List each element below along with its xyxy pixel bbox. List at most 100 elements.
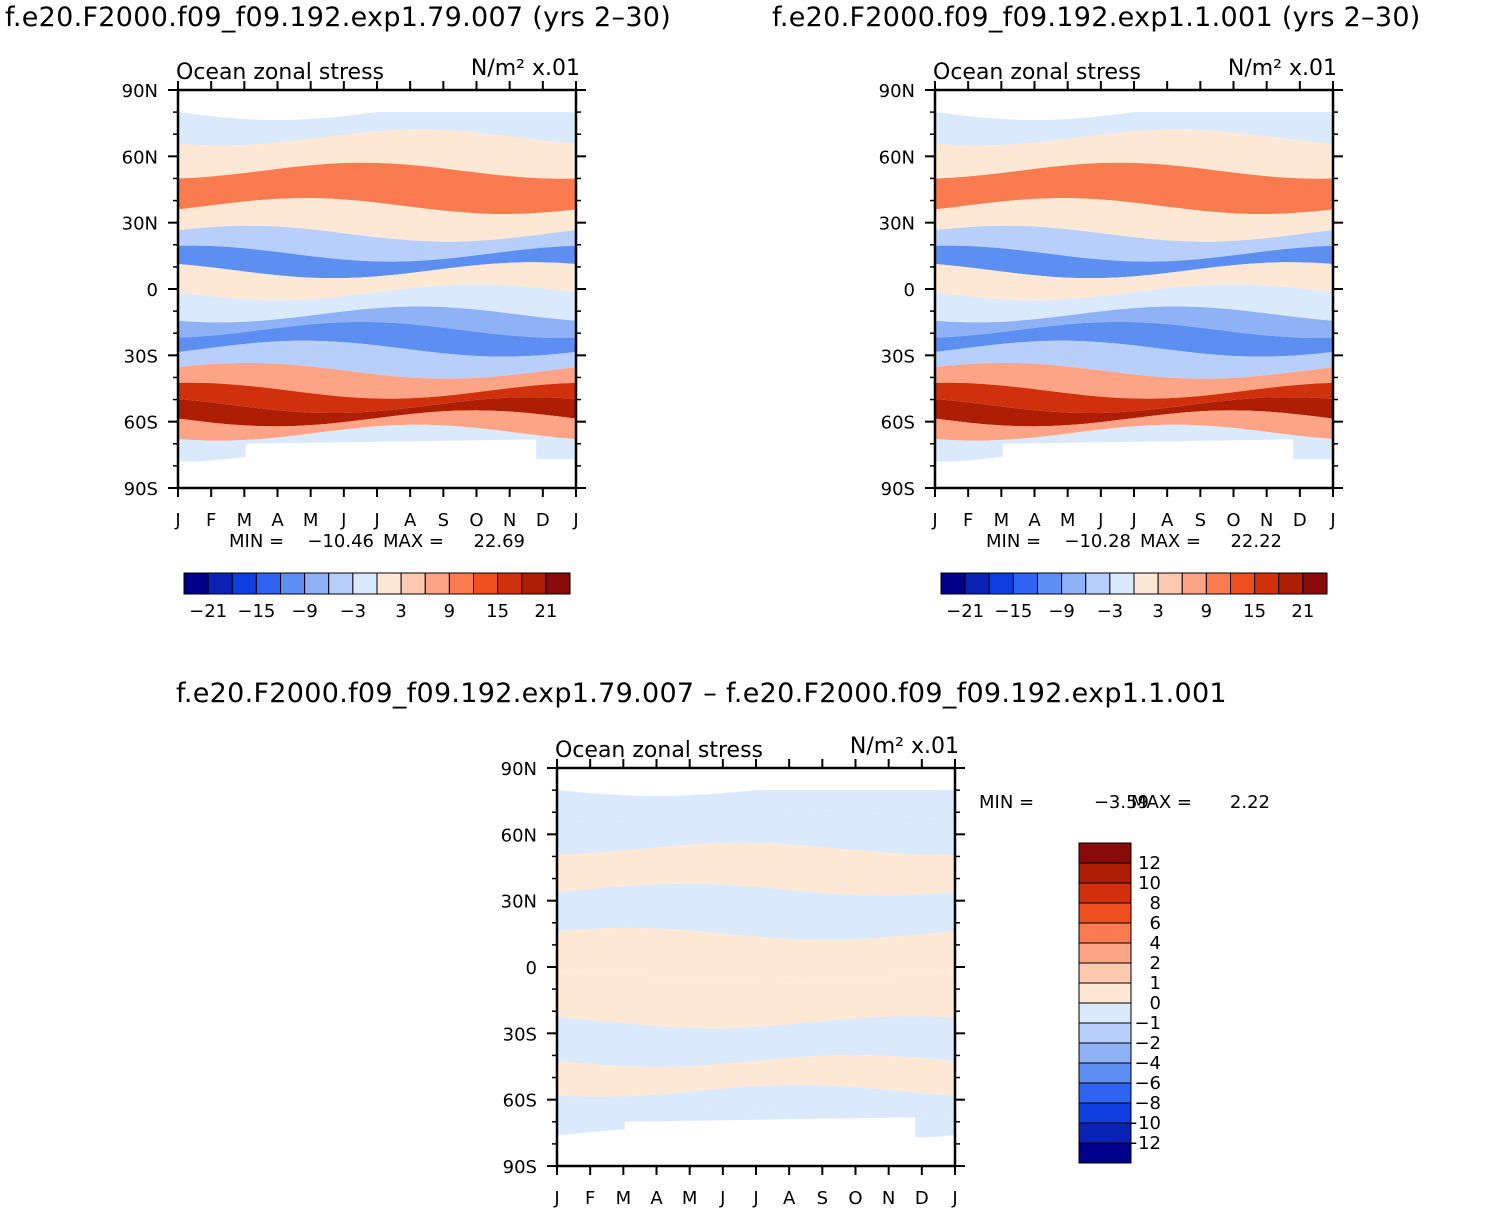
max-label: MAX = xyxy=(383,531,444,552)
x-tick-label: J xyxy=(719,1188,725,1209)
x-tick-label: N xyxy=(1260,510,1273,531)
colorbar-swatch xyxy=(521,572,547,595)
x-tick-label: N xyxy=(882,1188,895,1209)
colorbar-swatch xyxy=(424,572,450,595)
y-tick-label: 90N xyxy=(501,759,537,780)
x-tick-label: M xyxy=(1060,510,1076,531)
colorbar-swatch xyxy=(1078,1042,1132,1064)
colorbar-swatch xyxy=(1061,572,1087,595)
max-value: 22.69 xyxy=(473,531,525,552)
contour-band xyxy=(935,306,1333,338)
max-value: 22.22 xyxy=(1230,531,1282,552)
contour-band xyxy=(178,397,576,427)
max-value: 2.22 xyxy=(1230,792,1270,813)
colorbar-label: 6 xyxy=(1150,913,1161,934)
colorbar-swatch xyxy=(1205,572,1231,595)
contour-band xyxy=(935,362,1333,399)
contour-band xyxy=(557,1054,955,1097)
x-tick-label: A xyxy=(404,510,417,531)
x-tick-label: J xyxy=(931,510,937,531)
contour-band xyxy=(557,927,955,985)
x-tick-label: J xyxy=(1097,510,1103,531)
chart-subtitle: Ocean zonal stress xyxy=(933,60,1141,85)
colorbar-swatch xyxy=(328,572,354,595)
colorbar-swatch xyxy=(207,572,233,595)
x-tick-label: J xyxy=(373,510,379,531)
chart-subtitle: Ocean zonal stress xyxy=(176,60,384,85)
x-tick-label: M xyxy=(616,1188,632,1209)
x-tick-label: F xyxy=(963,510,973,531)
colorbar-swatch xyxy=(280,572,306,595)
x-tick-label: F xyxy=(206,510,216,531)
x-tick-label: J xyxy=(951,1188,957,1209)
colorbar-label: −1 xyxy=(1134,1013,1161,1034)
y-tick-label: 90S xyxy=(503,1157,537,1178)
x-tick-label: J xyxy=(1130,510,1136,531)
contour-band xyxy=(935,397,1333,427)
min-value: −3.59 xyxy=(1094,792,1149,813)
colorbar-swatch xyxy=(1157,572,1183,595)
contour-band xyxy=(935,245,1333,279)
y-tick-label: 90N xyxy=(122,81,158,102)
x-tick-label: M xyxy=(237,510,253,531)
contour-band xyxy=(557,784,955,822)
contour-band xyxy=(557,809,955,855)
colorbar-label: 4 xyxy=(1150,933,1161,954)
contour-band xyxy=(557,1084,955,1119)
x-tick-label: A xyxy=(650,1188,663,1209)
colorbar-label: −9 xyxy=(1048,601,1075,622)
contour-band xyxy=(178,321,576,357)
land-mask xyxy=(557,768,955,791)
contour-band xyxy=(178,129,576,179)
contour-band xyxy=(178,410,576,441)
contour-band xyxy=(178,162,576,215)
x-tick-label: F xyxy=(585,1188,595,1209)
contour-band xyxy=(935,104,1333,146)
panel-b-field xyxy=(935,90,1333,488)
y-tick-label: 60N xyxy=(879,147,915,168)
y-tick-label: 90N xyxy=(879,81,915,102)
y-tick-label: 0 xyxy=(904,280,915,301)
max-label: MAX = xyxy=(1131,792,1192,813)
colorbar-swatch xyxy=(1133,572,1159,595)
contour-band xyxy=(557,1016,955,1067)
chart-units: N/m² x.01 xyxy=(850,734,959,759)
contour-band xyxy=(935,340,1333,379)
colorbar-label: 0 xyxy=(1150,993,1161,1014)
colorbar-swatch xyxy=(1078,842,1132,864)
contour-band xyxy=(178,284,576,323)
chart-units: N/m² x.01 xyxy=(1228,56,1337,81)
panel-b-title: f.e20.F2000.f09_f09.192.exp1.1.001 (yrs … xyxy=(772,2,1421,33)
y-tick-label: 60N xyxy=(122,147,158,168)
y-tick-label: 60S xyxy=(881,413,915,434)
colorbar-swatch xyxy=(1078,1062,1132,1084)
x-tick-label: A xyxy=(1028,510,1041,531)
land-mask xyxy=(935,90,1333,113)
x-tick-label: J xyxy=(572,510,578,531)
colorbar-swatch xyxy=(1181,572,1207,595)
colorbar-label: 2 xyxy=(1150,953,1161,974)
x-tick-label: S xyxy=(817,1188,828,1209)
min-label: MIN = xyxy=(229,531,284,552)
x-tick-label: O xyxy=(848,1188,862,1209)
colorbar-swatch xyxy=(1078,962,1132,984)
land-mask xyxy=(178,439,576,488)
contour-band xyxy=(178,225,576,262)
colorbar-swatch xyxy=(231,572,257,595)
colorbar-swatch xyxy=(1078,902,1132,924)
y-tick-label: 90S xyxy=(881,479,915,500)
colorbar-swatch xyxy=(183,572,209,595)
colorbar-label: −15 xyxy=(994,601,1032,622)
x-tick-label: J xyxy=(1329,510,1335,531)
chart-subtitle: Ocean zonal stress xyxy=(555,738,763,763)
x-tick-label: O xyxy=(469,510,483,531)
contour-band xyxy=(178,245,576,279)
colorbar-swatch xyxy=(304,572,330,595)
colorbar-label: −3 xyxy=(340,601,367,622)
colorbar-label: −21 xyxy=(946,601,984,622)
colorbar-swatch xyxy=(1012,572,1038,595)
colorbar-swatch xyxy=(1078,942,1132,964)
